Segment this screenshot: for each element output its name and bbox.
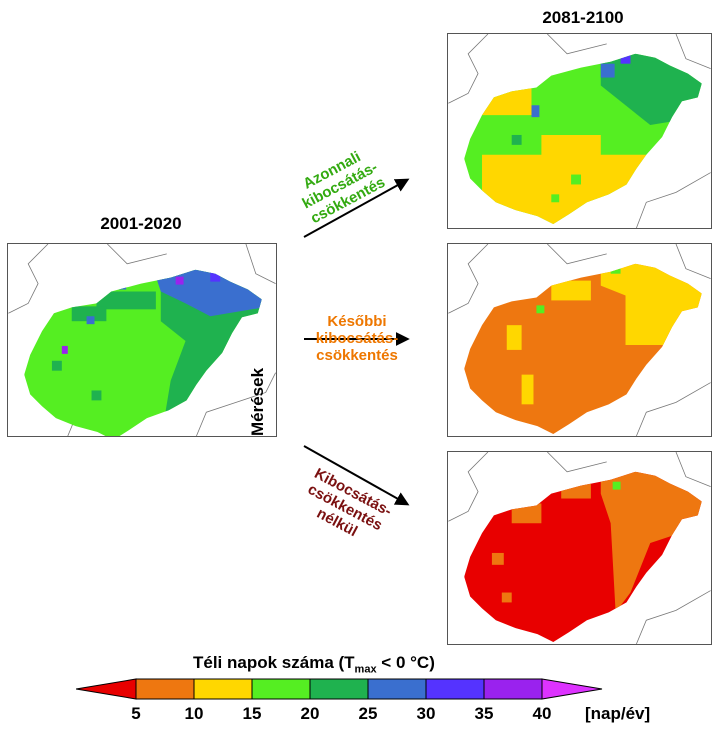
- map-borders: [448, 452, 711, 644]
- colorbar-segment: [367, 678, 427, 700]
- future-map-delayed-svg: [448, 244, 711, 436]
- colorbar-title-prefix: Téli napok száma (T: [193, 653, 355, 672]
- colorbar-tick-label: 5: [131, 704, 141, 723]
- future-map-none: [447, 451, 712, 645]
- colorbar-segment: [193, 678, 253, 700]
- colorbar-segment: [483, 678, 543, 700]
- colorbar-tick-label: 15: [242, 704, 262, 723]
- observed-map: [7, 243, 277, 437]
- colorbar: [76, 678, 603, 700]
- colorbar-tick-label: 35: [474, 704, 494, 723]
- colorbar-segment: [309, 678, 369, 700]
- future-map-delayed: [447, 243, 712, 437]
- colorbar-segment: [135, 678, 195, 700]
- colorbar-under-arrow: [76, 678, 137, 700]
- colorbar-title-sub: max: [354, 663, 377, 676]
- colorbar-tick-label: 20: [300, 704, 320, 723]
- colorbar-tick-label: 25: [358, 704, 378, 723]
- future-map-none-svg: [448, 452, 711, 644]
- future-period-title: 2081-2100: [542, 8, 624, 27]
- colorbar-over-arrow: [541, 678, 603, 700]
- scenario-label-line: Későbbi: [327, 313, 387, 330]
- scenario-label-immediate: Azonnali kibocsátás- csökkentés: [279, 137, 400, 234]
- colorbar-tick-label: 40: [532, 704, 552, 723]
- scenario-label-line: kibocsátás-: [315, 330, 399, 347]
- colorbar-segment: [251, 678, 311, 700]
- scenario-label-line: csökkentés: [316, 347, 398, 364]
- scenario-label-delayed: Későbbi kibocsátás- csökkentés: [302, 313, 412, 364]
- map-borders: [448, 34, 711, 228]
- map-borders: [448, 244, 711, 436]
- colorbar-tick-label: 30: [416, 704, 436, 723]
- colorbar-tick-label: 10: [184, 704, 204, 723]
- colorbar-segment: [425, 678, 485, 700]
- colorbar-unit: [nap/év]: [585, 704, 651, 723]
- scenario-label-none: Kibocsátás- csökkentés nélkül: [284, 459, 405, 556]
- colorbar-title-suffix: < 0 °C): [376, 653, 435, 672]
- future-map-immediate: [447, 33, 712, 229]
- observed-period-title: 2001-2020: [100, 214, 182, 233]
- observed-label: Mérések: [248, 367, 267, 436]
- colorbar-title: Téli napok száma (Tmax < 0 °C): [193, 653, 435, 675]
- future-map-immediate-svg: [448, 34, 711, 228]
- observed-map-svg: [8, 244, 276, 436]
